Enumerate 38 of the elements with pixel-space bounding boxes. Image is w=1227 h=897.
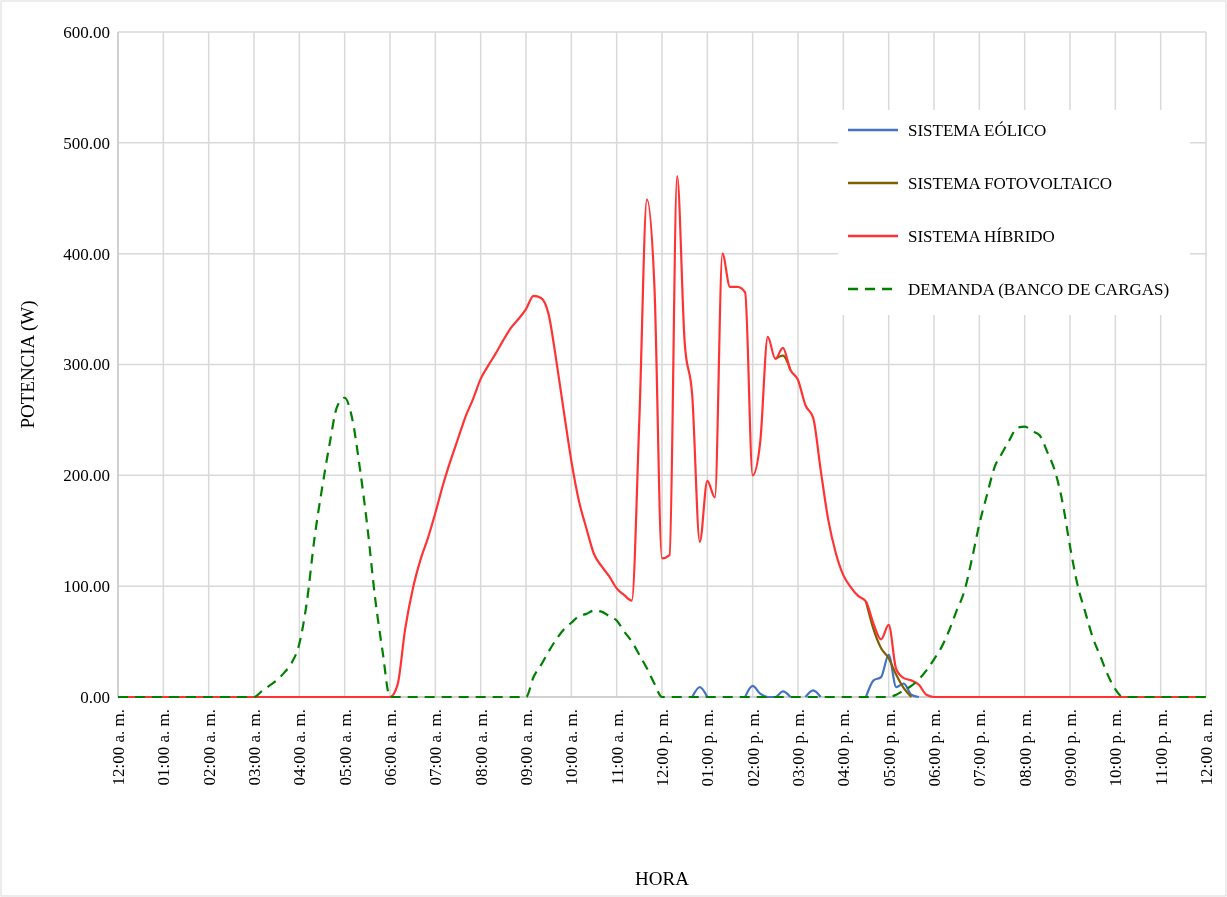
x-tick-label: 05:00 a. m. [335, 709, 355, 786]
y-tick-label: 0.00 [80, 687, 110, 707]
x-tick-label: 12:00 a. m. [108, 709, 128, 786]
x-tick-label: 12:00 p. m. [652, 709, 672, 787]
x-tick-label: 04:00 p. m. [834, 709, 854, 787]
legend-label: SISTEMA HÍBRIDO [908, 226, 1055, 246]
x-tick-label: 07:00 p. m. [970, 709, 990, 787]
x-tick-label: 07:00 a. m. [426, 709, 446, 786]
x-tick-label: 02:00 p. m. [743, 709, 763, 787]
y-axis-title: POTENCIA (W) [17, 300, 39, 429]
y-tick-label: 300.00 [63, 355, 110, 375]
x-tick-label: 09:00 a. m. [516, 709, 536, 786]
x-tick-label: 03:00 p. m. [788, 709, 808, 787]
y-tick-label: 600.00 [63, 22, 110, 42]
x-tick-label: 02:00 a. m. [199, 709, 219, 786]
x-tick-label: 06:00 p. m. [924, 709, 944, 787]
x-tick-label: 08:00 p. m. [1015, 709, 1035, 787]
x-tick-label: 01:00 p. m. [698, 709, 718, 787]
x-tick-label: 10:00 p. m. [1106, 709, 1126, 787]
x-tick-label: 12:00 a. m. [1196, 709, 1216, 786]
x-tick-label: 09:00 p. m. [1060, 709, 1080, 787]
x-tick-label: 01:00 a. m. [154, 709, 174, 786]
y-tick-label: 200.00 [63, 466, 110, 486]
x-tick-label: 05:00 p. m. [879, 709, 899, 787]
x-tick-label: 03:00 a. m. [244, 709, 264, 786]
x-axis-title: HORA [635, 868, 690, 889]
y-tick-label: 100.00 [63, 577, 110, 597]
legend-label: DEMANDA (BANCO DE CARGAS) [908, 279, 1170, 299]
x-tick-label: 11:00 a. m. [607, 709, 627, 785]
legend-label: SISTEMA EÓLICO [908, 120, 1047, 140]
x-tick-label: 04:00 a. m. [290, 709, 310, 786]
x-tick-label: 10:00 a. m. [562, 709, 582, 786]
y-tick-label: 400.00 [63, 244, 110, 264]
x-tick-label: 06:00 a. m. [380, 709, 400, 786]
x-tick-label: 08:00 a. m. [471, 709, 491, 786]
x-tick-label: 11:00 p. m. [1151, 709, 1171, 786]
legend-label: SISTEMA FOTOVOLTAICO [908, 173, 1113, 193]
y-tick-label: 500.00 [63, 133, 110, 153]
